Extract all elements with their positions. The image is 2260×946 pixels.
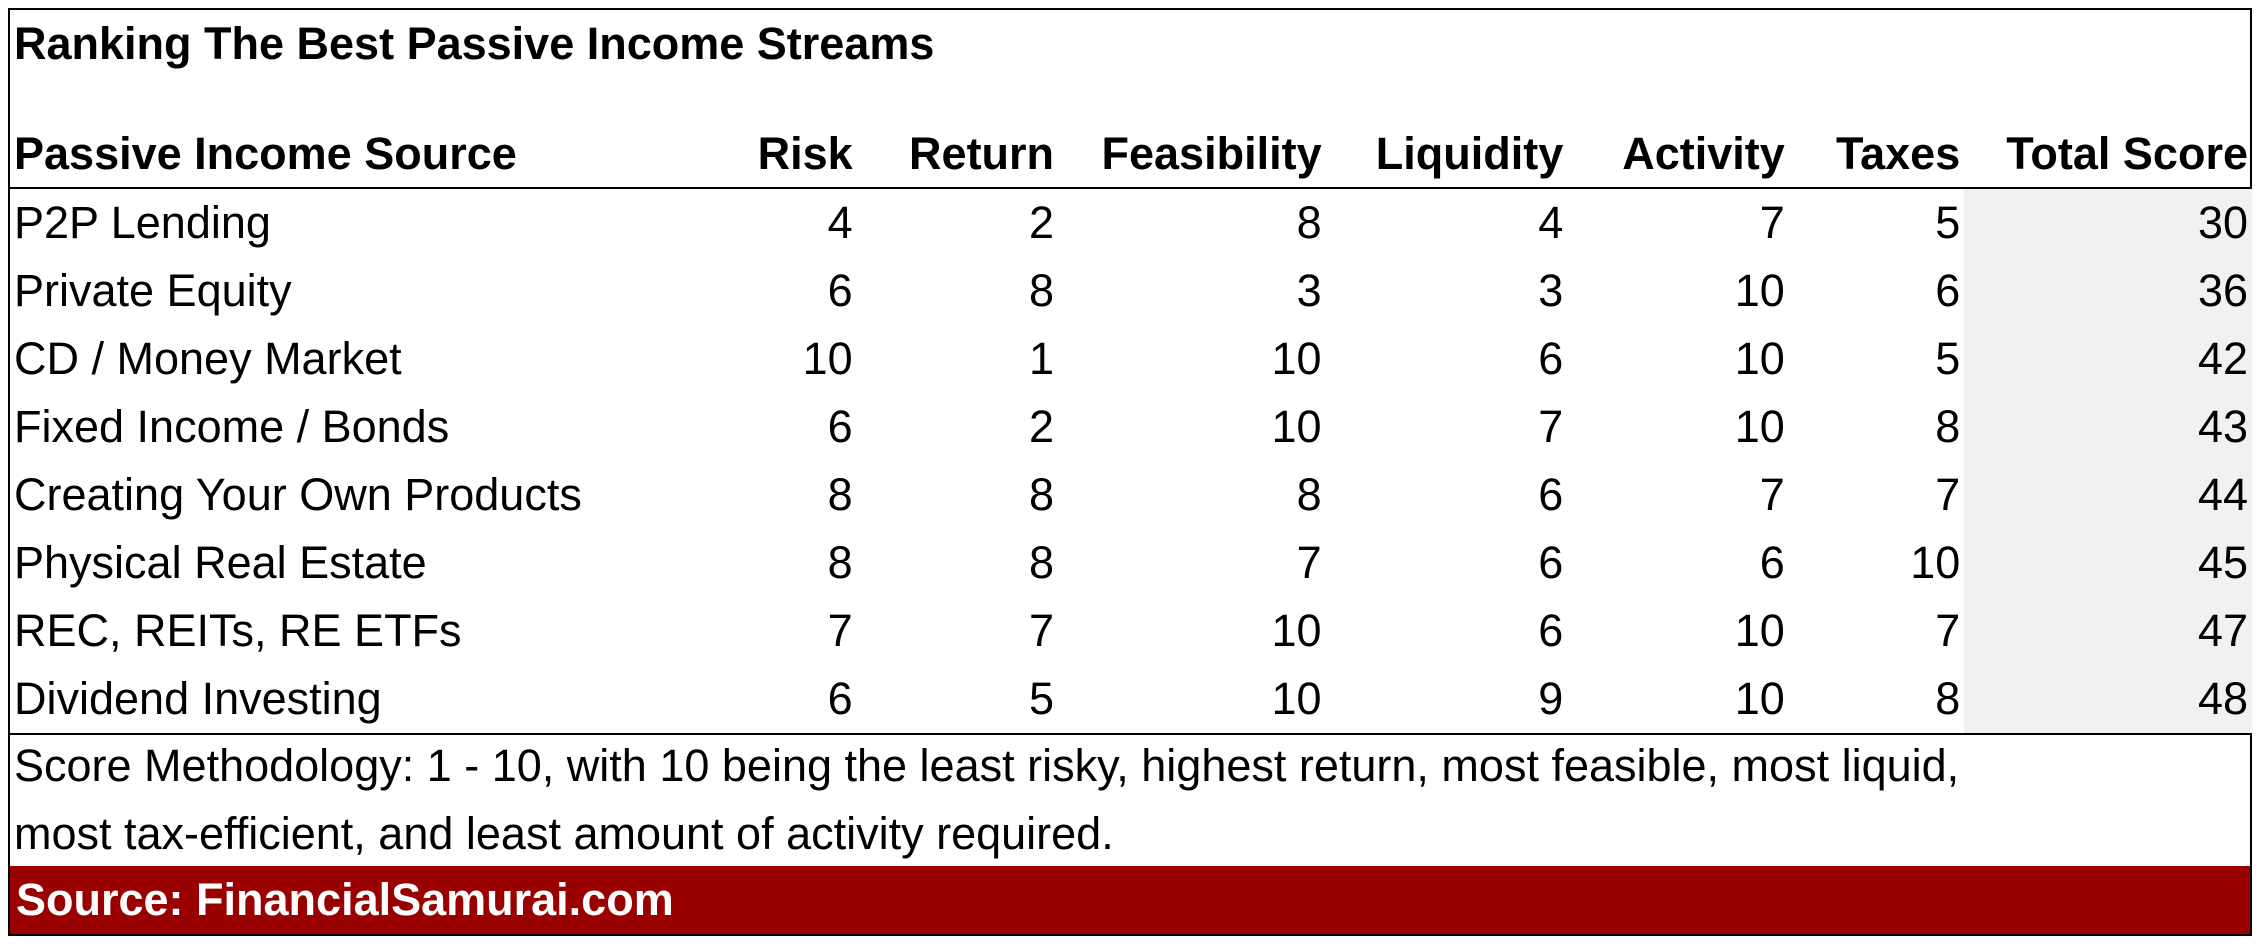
cell-activity: 7 — [1759, 469, 1785, 520]
cell-activity: 10 — [1734, 333, 1785, 384]
col-header-total-score: Total Score — [1964, 121, 2252, 189]
cell-taxes: 7 — [1935, 605, 1961, 656]
methodology-line-2: most tax-efficient, and least amount of … — [14, 808, 1114, 859]
page-title: Ranking The Best Passive Income Streams — [14, 18, 935, 69]
table-row: P2P Lending 4 2 8 4 7 5 30 — [8, 188, 2252, 257]
cell-feasibility: 10 — [1271, 605, 1322, 656]
cell-liquidity: 6 — [1538, 605, 1564, 656]
cell-return: 2 — [1029, 401, 1055, 452]
cell-feasibility: 7 — [1296, 537, 1322, 588]
table-row: Dividend Investing 6 5 10 9 10 8 48 — [8, 665, 2252, 735]
cell-source: Creating Your Own Products — [14, 469, 582, 520]
methodology-line-1: Score Methodology: 1 - 10, with 10 being… — [14, 740, 1960, 791]
cell-total-score: 36 — [1964, 257, 2252, 325]
cell-taxes: 5 — [1935, 333, 1961, 384]
cell-taxes: 8 — [1788, 665, 1965, 735]
col-header-activity: Activity — [1567, 121, 1789, 189]
cell-activity: 10 — [1734, 605, 1785, 656]
col-header-source: Passive Income Source — [8, 121, 731, 189]
cell-activity: 6 — [1759, 537, 1785, 588]
cell-risk: 8 — [827, 537, 853, 588]
cell-return: 8 — [1029, 537, 1055, 588]
cell-taxes: 5 — [1935, 197, 1961, 248]
source-bar: Source: FinancialSamurai.com — [8, 866, 2252, 936]
cell-liquidity: 4 — [1538, 197, 1564, 248]
cell-liquidity: 6 — [1538, 333, 1564, 384]
cell-feasibility: 3 — [1296, 265, 1322, 316]
col-header-risk: Risk — [730, 121, 857, 189]
cell-total-score: 44 — [1964, 461, 2252, 529]
cell-liquidity: 3 — [1538, 265, 1564, 316]
cell-source: Private Equity — [14, 265, 292, 316]
cell-risk: 6 — [827, 401, 853, 452]
cell-total-score: 45 — [1964, 529, 2252, 597]
cell-return: 8 — [1029, 469, 1055, 520]
table-row: REC, REITs, RE ETFs 7 7 10 6 10 7 47 — [8, 597, 2252, 665]
cell-feasibility: 10 — [1058, 665, 1326, 735]
cell-liquidity: 9 — [1325, 665, 1568, 735]
cell-return: 5 — [856, 665, 1059, 735]
cell-activity: 10 — [1734, 265, 1785, 316]
col-header-taxes: Taxes — [1788, 121, 1965, 189]
cell-total-score: 42 — [1964, 325, 2252, 393]
cell-return: 2 — [1029, 197, 1055, 248]
cell-source: CD / Money Market — [14, 333, 402, 384]
cell-activity: 10 — [1567, 665, 1789, 735]
cell-liquidity: 6 — [1538, 469, 1564, 520]
ranking-table: Passive Income Source Risk Return Feasib… — [8, 121, 2252, 735]
cell-total-score: 47 — [1964, 597, 2252, 665]
score-methodology-note: Score Methodology: 1 - 10, with 10 being… — [14, 732, 2214, 868]
cell-risk: 6 — [730, 665, 857, 735]
cell-activity: 10 — [1734, 401, 1785, 452]
table-row: CD / Money Market 10 1 10 6 10 5 42 — [8, 325, 2252, 393]
cell-return: 7 — [1029, 605, 1055, 656]
cell-feasibility: 8 — [1296, 197, 1322, 248]
cell-feasibility: 8 — [1296, 469, 1322, 520]
source-credit: Source: FinancialSamurai.com — [16, 874, 674, 925]
col-header-feasibility: Feasibility — [1058, 121, 1326, 189]
cell-return: 8 — [1029, 265, 1055, 316]
cell-source: Dividend Investing — [8, 665, 731, 735]
cell-source: Fixed Income / Bonds — [14, 401, 450, 452]
cell-risk: 8 — [827, 469, 853, 520]
cell-source: REC, REITs, RE ETFs — [14, 605, 462, 656]
cell-total-score: 43 — [1964, 393, 2252, 461]
table-row: Fixed Income / Bonds 6 2 10 7 10 8 43 — [8, 393, 2252, 461]
cell-risk: 6 — [827, 265, 853, 316]
cell-taxes: 7 — [1935, 469, 1961, 520]
header-row: Passive Income Source Risk Return Feasib… — [8, 121, 2252, 189]
cell-risk: 7 — [827, 605, 853, 656]
cell-return: 1 — [1029, 333, 1055, 384]
cell-liquidity: 7 — [1538, 401, 1564, 452]
cell-liquidity: 6 — [1538, 537, 1564, 588]
col-header-return: Return — [856, 121, 1059, 189]
table-row: Physical Real Estate 8 8 7 6 6 10 45 — [8, 529, 2252, 597]
table-row: Private Equity 6 8 3 3 10 6 36 — [8, 257, 2252, 325]
cell-feasibility: 10 — [1271, 333, 1322, 384]
cell-taxes: 10 — [1910, 537, 1961, 588]
cell-taxes: 6 — [1935, 265, 1961, 316]
table-row: Creating Your Own Products 8 8 8 6 7 7 4… — [8, 461, 2252, 529]
cell-total-score: 30 — [1964, 188, 2252, 257]
table-body: P2P Lending 4 2 8 4 7 5 30 Private Equit… — [8, 188, 2252, 735]
cell-risk: 10 — [802, 333, 853, 384]
cell-risk: 4 — [827, 197, 853, 248]
col-header-liquidity: Liquidity — [1325, 121, 1568, 189]
cell-source: Physical Real Estate — [14, 537, 427, 588]
cell-feasibility: 10 — [1271, 401, 1322, 452]
cell-source: P2P Lending — [14, 197, 271, 248]
cell-activity: 7 — [1759, 197, 1785, 248]
cell-total-score: 48 — [1964, 665, 2252, 735]
cell-taxes: 8 — [1935, 401, 1961, 452]
